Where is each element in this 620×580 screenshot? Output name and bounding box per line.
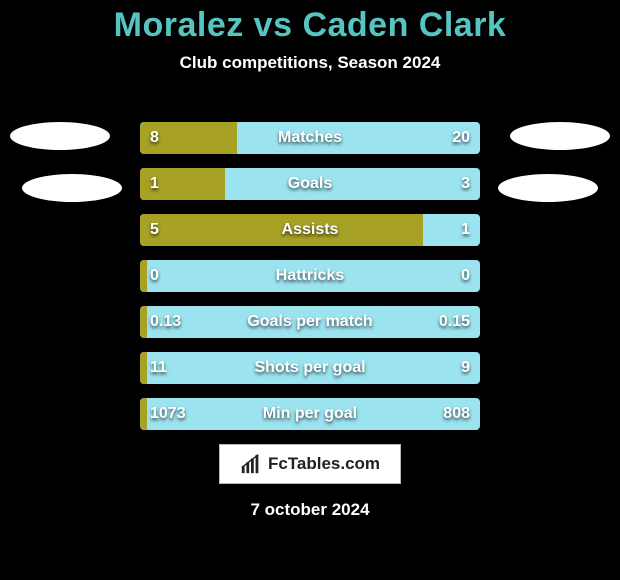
stat-row: 0.130.15Goals per match bbox=[140, 306, 480, 338]
stat-bar-left bbox=[140, 398, 147, 430]
page-title: Moralez vs Caden Clark bbox=[0, 0, 620, 45]
stat-bar-right bbox=[140, 260, 480, 292]
player-badge-left-2 bbox=[22, 174, 122, 202]
stat-row: 00Hattricks bbox=[140, 260, 480, 292]
stat-bar-right bbox=[140, 398, 480, 430]
bars-icon bbox=[240, 453, 262, 475]
stat-row: 13Goals bbox=[140, 168, 480, 200]
comparison-rows: 820Matches 13Goals 51Assists 00Hattricks 0.1… bbox=[140, 122, 480, 444]
comparison-card: Moralez vs Caden Clark Club competitions… bbox=[0, 0, 620, 580]
stat-bar-left bbox=[140, 352, 147, 384]
stat-row: 1073808Min per goal bbox=[140, 398, 480, 430]
brand-footer: FcTables.com bbox=[219, 444, 401, 484]
stat-bar-left bbox=[140, 122, 237, 154]
stat-bar-left bbox=[140, 214, 423, 246]
stat-bar-left bbox=[140, 306, 147, 338]
page-subtitle: Club competitions, Season 2024 bbox=[0, 53, 620, 73]
stat-bar-left bbox=[140, 168, 225, 200]
player-badge-right-2 bbox=[498, 174, 598, 202]
stat-row: 820Matches bbox=[140, 122, 480, 154]
stat-bar-right bbox=[140, 306, 480, 338]
generated-date: 7 october 2024 bbox=[0, 500, 620, 520]
brand-text: FcTables.com bbox=[268, 454, 380, 474]
stat-row: 119Shots per goal bbox=[140, 352, 480, 384]
player-badge-left-1 bbox=[10, 122, 110, 150]
stat-bar-left bbox=[140, 260, 147, 292]
player-badge-right-1 bbox=[510, 122, 610, 150]
stat-row: 51Assists bbox=[140, 214, 480, 246]
stat-bar-right bbox=[140, 352, 480, 384]
